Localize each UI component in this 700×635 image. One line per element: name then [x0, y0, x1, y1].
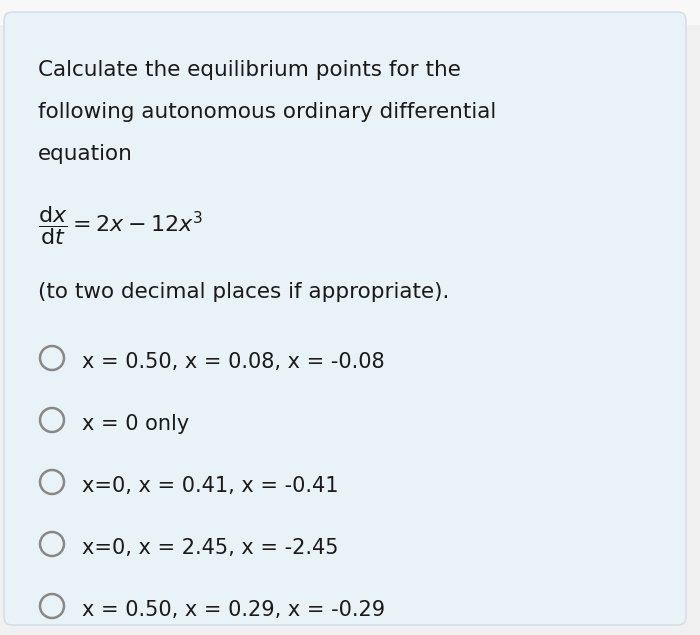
- Text: x = 0 only: x = 0 only: [82, 414, 189, 434]
- Text: Calculate the equilibrium points for the: Calculate the equilibrium points for the: [38, 60, 461, 80]
- Text: (to two decimal places if appropriate).: (to two decimal places if appropriate).: [38, 282, 449, 302]
- Text: x=0, x = 0.41, x = -0.41: x=0, x = 0.41, x = -0.41: [82, 476, 339, 496]
- Text: x = 0.50, x = 0.08, x = -0.08: x = 0.50, x = 0.08, x = -0.08: [82, 352, 384, 372]
- Bar: [0, 0, 700, 25]
- Text: following autonomous ordinary differential: following autonomous ordinary differenti…: [38, 102, 496, 122]
- Text: x=0, x = 2.45, x = -2.45: x=0, x = 2.45, x = -2.45: [82, 538, 339, 558]
- FancyBboxPatch shape: [4, 12, 686, 625]
- Text: x = 0.50, x = 0.29, x = -0.29: x = 0.50, x = 0.29, x = -0.29: [82, 600, 385, 620]
- Text: $\dfrac{\mathrm{d}x}{\mathrm{d}t} = 2x - 12x^3$: $\dfrac{\mathrm{d}x}{\mathrm{d}t} = 2x -…: [38, 204, 203, 247]
- Text: equation: equation: [38, 144, 133, 164]
